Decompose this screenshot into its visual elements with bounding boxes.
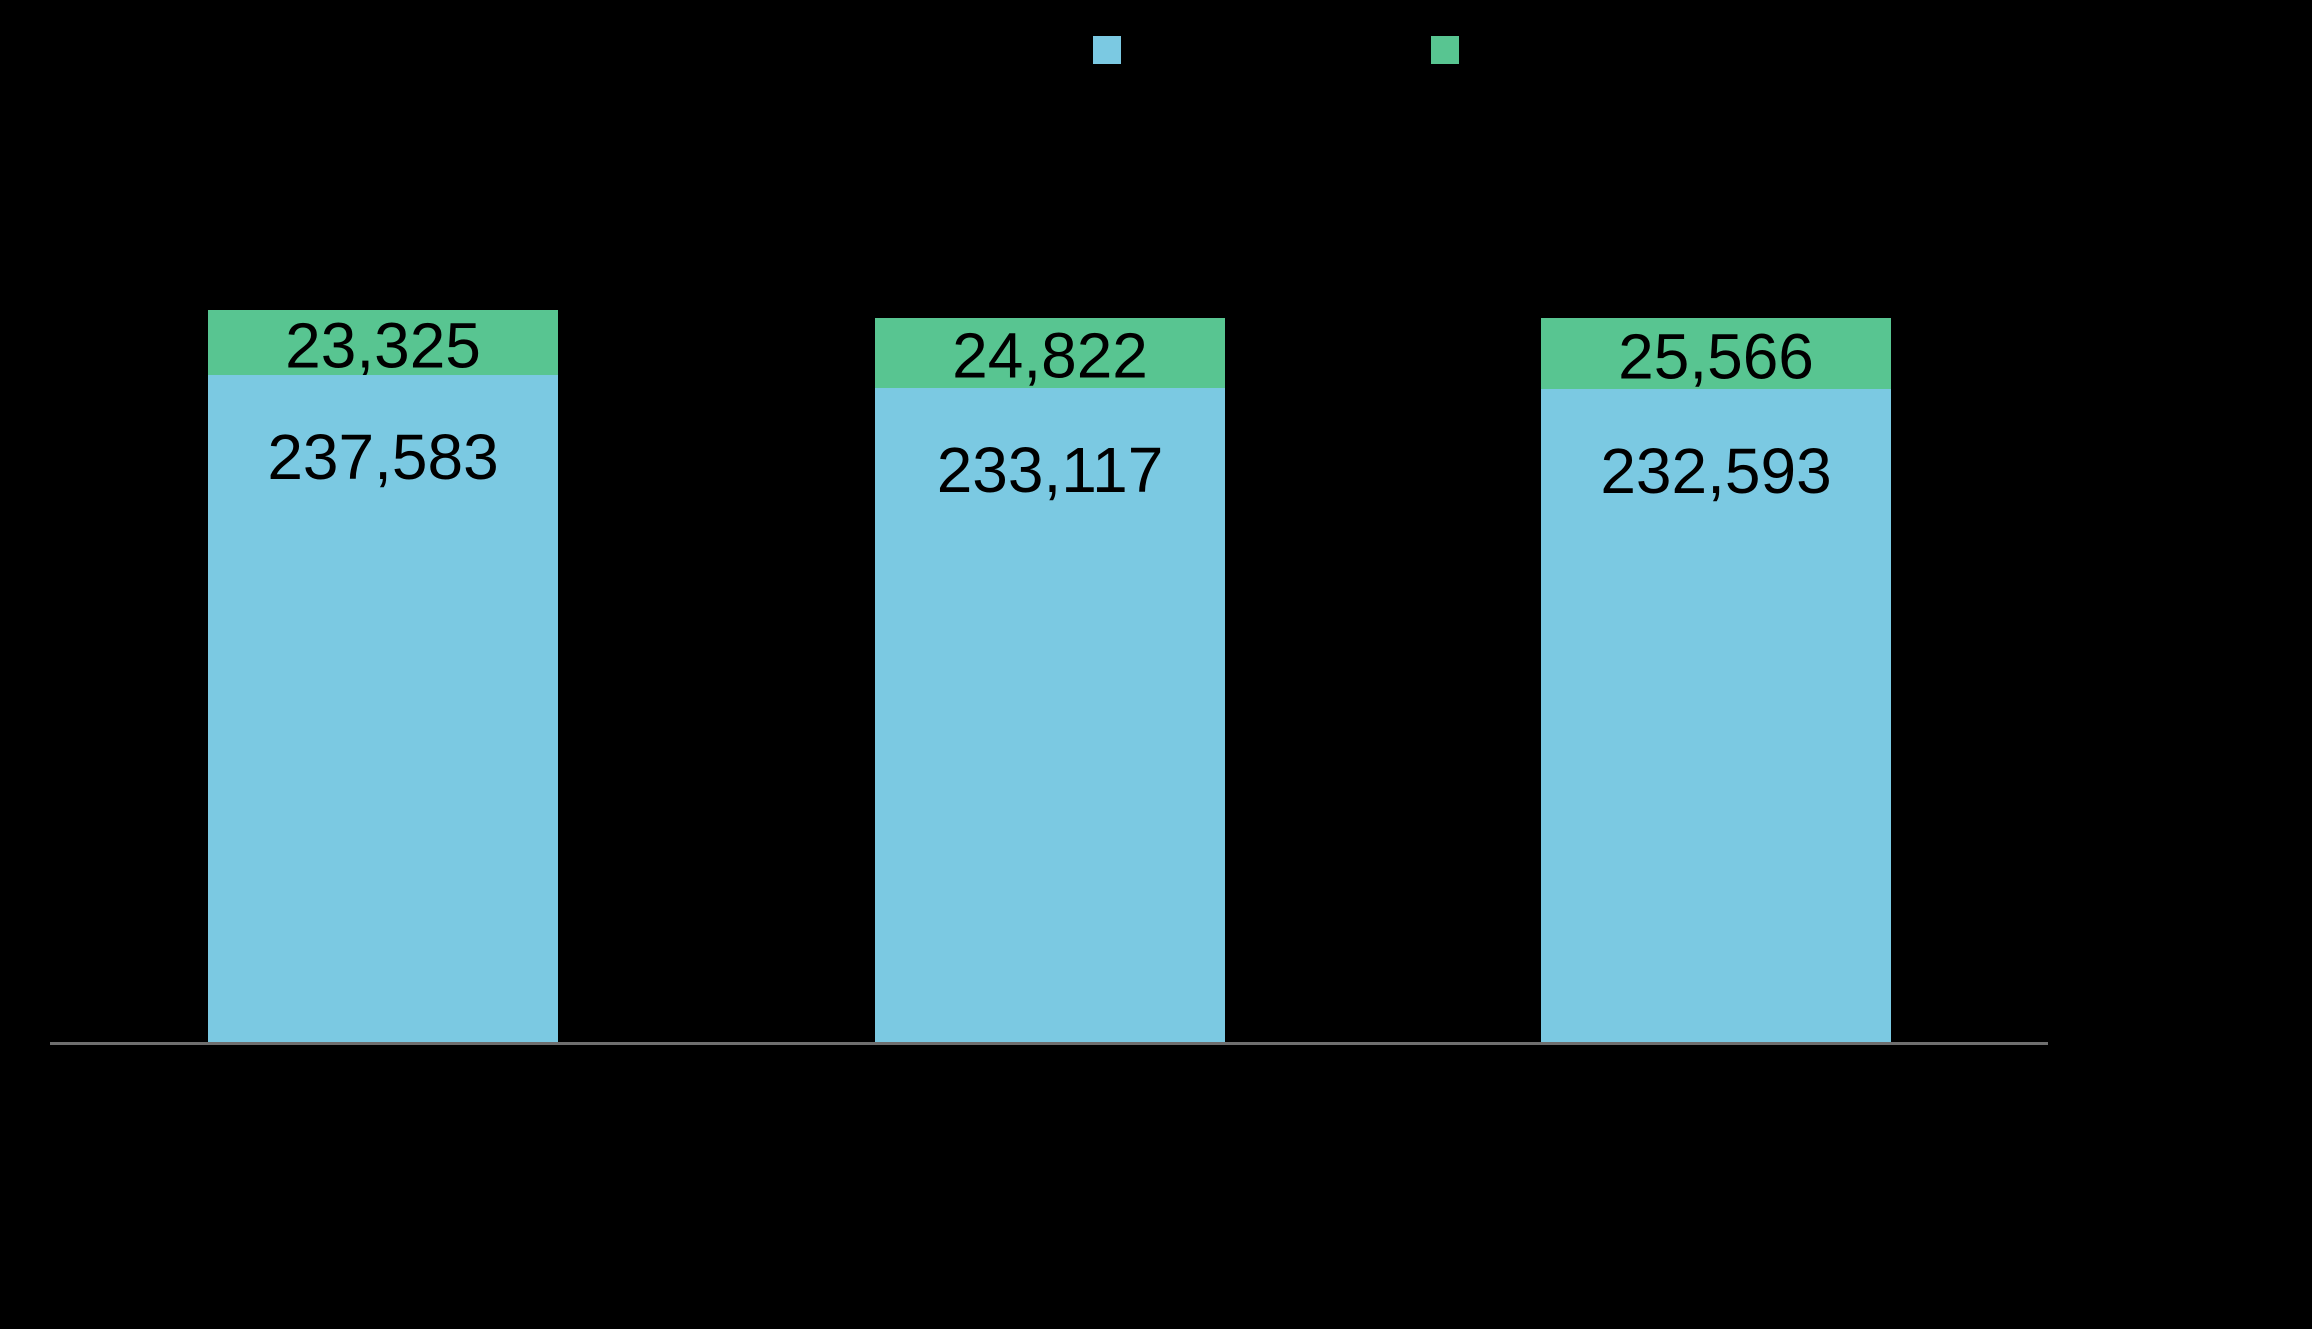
data-label-green-series: 25,566	[1618, 320, 1814, 393]
data-label-green-series: 24,822	[952, 319, 1148, 392]
bar-segment-blue-series: 233,117	[875, 387, 1225, 1042]
stacked-bar: 24,822 233,117	[875, 318, 1225, 1042]
stacked-bar: 23,325 237,583	[208, 310, 558, 1042]
bar-segment-blue-series: 237,583	[208, 375, 558, 1042]
data-label-blue-series: 237,583	[267, 421, 499, 494]
legend-swatch-green-series	[1431, 36, 1459, 64]
x-axis-line	[50, 1042, 2048, 1045]
data-label-blue-series: 232,593	[1600, 435, 1832, 508]
bar-segment-green-series: 23,325	[208, 309, 558, 382]
legend-item-blue-series	[1093, 36, 1135, 64]
bar-segment-green-series: 25,566	[1541, 317, 1891, 393]
data-label-blue-series: 233,117	[936, 433, 1164, 506]
bar-segment-blue-series: 232,593	[1541, 389, 1891, 1042]
legend-swatch-blue-series	[1093, 36, 1121, 64]
legend-item-green-series	[1431, 36, 1473, 64]
bar-segment-green-series: 24,822	[875, 318, 1225, 388]
data-label-green-series: 23,325	[285, 309, 481, 382]
stacked-bar: 25,566 232,593	[1541, 317, 1891, 1042]
